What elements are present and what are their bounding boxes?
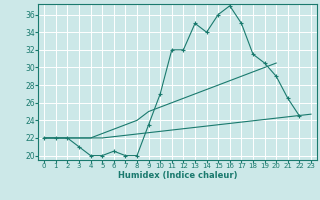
X-axis label: Humidex (Indice chaleur): Humidex (Indice chaleur) <box>118 171 237 180</box>
